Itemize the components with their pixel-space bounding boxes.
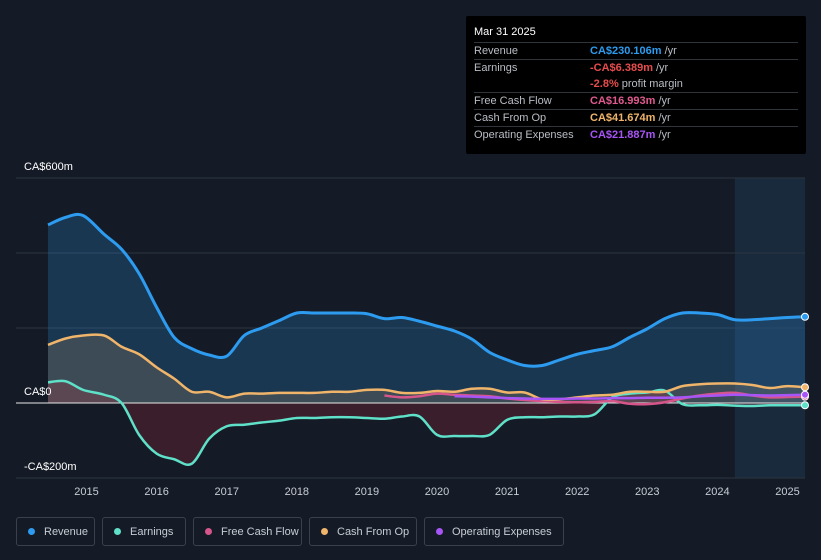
tooltip-row-value: -2.8% (590, 78, 619, 90)
x-tick-label: 2015 (74, 486, 98, 498)
x-axis-ticks: 2015 2016 2017 2018 2019 2020 2021 2022 2023 2024… (74, 486, 799, 498)
x-tick-label: 2017 (214, 486, 238, 498)
x-tick-label: 2024 (705, 486, 729, 498)
x-tick-label: 2019 (355, 486, 379, 498)
tooltip-row-label: Free Cash Flow (474, 95, 552, 107)
tooltip-row-value: CA$230.106m (590, 45, 662, 57)
y-label-bottom: -CA$200m (24, 461, 77, 473)
operating-expenses-line (454, 393, 806, 401)
legend-dot-icon (205, 528, 212, 535)
series-lines (47, 212, 806, 466)
tooltip-row-value: CA$41.674m (590, 112, 656, 124)
legend-dot-icon (436, 528, 443, 535)
tooltip-row-unit: /yr (664, 45, 677, 57)
free-cash-flow-line (384, 391, 806, 406)
x-tick-label: 2025 (775, 486, 799, 498)
legend-dot-icon (321, 528, 328, 535)
y-label-top: CA$600m (24, 161, 73, 173)
tooltip-row: Cash From Op CA$41.674m/yr (474, 109, 798, 126)
x-tick-label: 2020 (425, 486, 449, 498)
tooltip-row-label: Operating Expenses (474, 129, 574, 141)
x-tick-label: 2022 (565, 486, 589, 498)
tooltip-row-unit: /yr (658, 112, 671, 124)
tooltip-row-unit: /yr (655, 62, 669, 74)
revenue-endpoint (801, 312, 809, 321)
operating-expenses-endpoint (801, 390, 809, 399)
y-label-zero: CA$0 (24, 386, 52, 398)
legend-item-free-cash-flow[interactable]: Free Cash Flow (193, 517, 302, 546)
grid (16, 177, 805, 479)
x-tick-label: 2023 (635, 486, 659, 498)
tooltip-row: Revenue CA$230.106m/yr (474, 42, 798, 59)
legend-label: Earnings (130, 525, 174, 538)
legend-label: Revenue (44, 525, 89, 538)
x-tick-label: 2018 (285, 486, 309, 498)
tooltip-row-unit: profit margin (621, 78, 683, 90)
tooltip-row-label: Cash From Op (474, 112, 547, 124)
tooltip-row: Free Cash Flow CA$16.993m/yr (474, 92, 798, 109)
legend-label: Free Cash Flow (221, 525, 299, 538)
earnings-line (47, 379, 805, 466)
series-endpoints (801, 312, 809, 410)
earnings-endpoint (801, 401, 809, 410)
series-areas (48, 214, 805, 465)
tooltip-row-label: Revenue (474, 45, 519, 57)
tooltip-rows: Revenue CA$230.106m/yr Earnings -CA$6.389m /… (474, 42, 798, 143)
legend-item-revenue[interactable]: Revenue (16, 517, 95, 546)
revenue-line (47, 212, 806, 368)
legend-item-earnings[interactable]: Earnings (102, 517, 186, 546)
tooltip-row-label (474, 76, 590, 92)
legend-dot-icon (28, 528, 35, 535)
legend-label: Operating Expenses (452, 525, 552, 538)
tooltip-row-unit: /yr (658, 129, 671, 141)
tooltip-row: Operating Expenses CA$21.887m/yr (474, 126, 798, 143)
cash-from-op-endpoint (801, 383, 809, 392)
tooltip-row-value: CA$21.887m (590, 129, 656, 141)
legend-label: Cash From Op (337, 525, 410, 538)
tooltip-row: -2.8% profit margin (474, 76, 798, 92)
tooltip-date: Mar 31 2025 (474, 26, 536, 38)
tooltip-row-value: -CA$6.389m (590, 62, 653, 74)
legend-item-operating-expenses[interactable]: Operating Expenses (424, 517, 564, 546)
revenue-area (48, 214, 805, 403)
tooltip: Mar 31 2025 Revenue CA$230.106m/yr Earning… (466, 16, 806, 154)
legend-item-cash-from-op[interactable]: Cash From Op (309, 517, 417, 546)
tooltip-row-label: Earnings (474, 62, 518, 74)
legend-dot-icon (114, 528, 121, 535)
tooltip-row-unit: /yr (658, 95, 671, 107)
x-tick-label: 2016 (144, 486, 168, 498)
tooltip-row: Earnings -CA$6.389m/yr (474, 59, 798, 76)
tooltip-row-value: CA$16.993m (590, 95, 656, 107)
x-tick-label: 2021 (495, 486, 519, 498)
cash-from-op-line (47, 333, 806, 402)
